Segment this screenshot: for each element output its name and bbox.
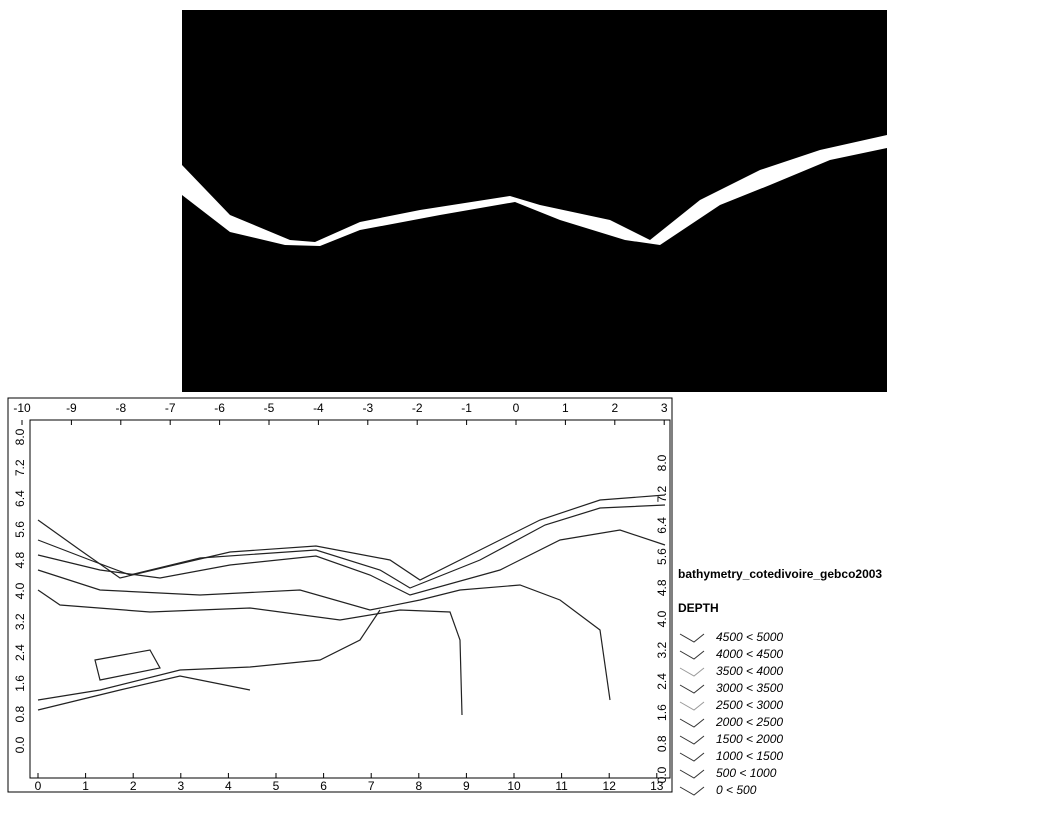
top-tick-label: -7 bbox=[165, 401, 176, 415]
right-tick-label: 5.6 bbox=[655, 548, 669, 565]
left-tick-label: 1.6 bbox=[13, 675, 27, 692]
left-tick-label: 3.2 bbox=[13, 613, 27, 630]
left-tick-label: 4.0 bbox=[13, 582, 27, 599]
legend-symbol bbox=[680, 634, 704, 642]
top-tick-label: 1 bbox=[562, 401, 569, 415]
right-tick-label: 6.4 bbox=[655, 517, 669, 534]
legend-symbol bbox=[680, 719, 704, 727]
bottom-tick-label: 10 bbox=[507, 779, 521, 793]
legend-item: 500 < 1000 bbox=[716, 766, 777, 780]
legend-field: DEPTH bbox=[678, 601, 719, 615]
legend-item: 2500 < 3000 bbox=[715, 698, 783, 712]
right-tick-label: 4.8 bbox=[655, 579, 669, 596]
bottom-tick-label: 2 bbox=[130, 779, 137, 793]
top-tick-label: -9 bbox=[66, 401, 77, 415]
left-tick-label: 5.6 bbox=[13, 521, 27, 538]
legend-item: 1000 < 1500 bbox=[716, 749, 783, 763]
right-tick-label: 2.4 bbox=[655, 673, 669, 690]
bottom-tick-label: 6 bbox=[320, 779, 327, 793]
left-tick-label: 0.8 bbox=[13, 706, 27, 723]
legend-symbol bbox=[680, 736, 704, 744]
bottom-tick-label: 12 bbox=[603, 779, 617, 793]
legend-symbol bbox=[680, 685, 704, 693]
bottom-tick-label: 0 bbox=[35, 779, 42, 793]
legend-symbol bbox=[680, 770, 704, 778]
legend-symbol bbox=[680, 753, 704, 761]
bottom-tick-label: 8 bbox=[415, 779, 422, 793]
bottom-tick-label: 3 bbox=[177, 779, 184, 793]
top-tick-label: -3 bbox=[362, 401, 373, 415]
left-tick-label: 2.4 bbox=[13, 644, 27, 661]
legend-symbol bbox=[680, 702, 704, 710]
legend-item: 0 < 500 bbox=[716, 783, 757, 797]
right-tick-label: 0.0 bbox=[655, 766, 669, 783]
legend-symbol bbox=[680, 787, 704, 795]
top-tick-label: -4 bbox=[313, 401, 324, 415]
top-tick-label: 2 bbox=[611, 401, 618, 415]
right-tick-label: 4.0 bbox=[655, 610, 669, 627]
bottom-tick-label: 11 bbox=[555, 779, 568, 793]
left-tick-label: 0.0 bbox=[13, 736, 27, 753]
top-tick-label: 3 bbox=[661, 401, 668, 415]
page: {"map": { "top_ticks": ["-10", "-9", "-8… bbox=[0, 0, 1063, 808]
figure: bathymetry_cotedivoire_gebco2003 DEPTH -… bbox=[0, 0, 1063, 808]
top-tick-label: 0 bbox=[513, 401, 520, 415]
top-tick-label: -5 bbox=[264, 401, 275, 415]
top-tick-label: -2 bbox=[412, 401, 423, 415]
right-tick-label: 1.6 bbox=[655, 704, 669, 721]
top-tick-label: -10 bbox=[13, 401, 31, 415]
bottom-tick-label: 9 bbox=[463, 779, 470, 793]
left-tick-label: 6.4 bbox=[13, 490, 27, 507]
satellite-image bbox=[182, 10, 887, 392]
right-tick-label: 0.8 bbox=[655, 735, 669, 752]
legend-item: 4500 < 5000 bbox=[716, 630, 783, 644]
left-tick-label: 7.2 bbox=[13, 459, 27, 476]
legend-item: 4000 < 4500 bbox=[716, 647, 783, 661]
legend-title: bathymetry_cotedivoire_gebco2003 bbox=[678, 567, 882, 581]
legend-symbols bbox=[680, 634, 704, 795]
legend-symbol bbox=[680, 651, 704, 659]
top-tick-label: -6 bbox=[214, 401, 225, 415]
legend-item: 3000 < 3500 bbox=[716, 681, 783, 695]
right-tick-label: 3.2 bbox=[655, 642, 669, 659]
legend-item: 3500 < 4000 bbox=[716, 664, 783, 678]
legend-item: 2000 < 2500 bbox=[715, 715, 783, 729]
bottom-tick-label: 4 bbox=[225, 779, 232, 793]
bottom-tick-label: 7 bbox=[368, 779, 375, 793]
right-tick-label: 8.0 bbox=[655, 454, 669, 471]
right-tick-label: 7.2 bbox=[655, 486, 669, 503]
top-tick-label: -8 bbox=[115, 401, 126, 415]
top-tick-label: -1 bbox=[461, 401, 472, 415]
bottom-tick-label: 1 bbox=[82, 779, 89, 793]
left-tick-label: 8.0 bbox=[13, 428, 27, 445]
legend-symbol bbox=[680, 668, 704, 676]
left-tick-label: 4.8 bbox=[13, 552, 27, 569]
bottom-tick-label: 5 bbox=[273, 779, 280, 793]
legend-item: 1500 < 2000 bbox=[716, 732, 783, 746]
map-frame bbox=[8, 398, 672, 792]
